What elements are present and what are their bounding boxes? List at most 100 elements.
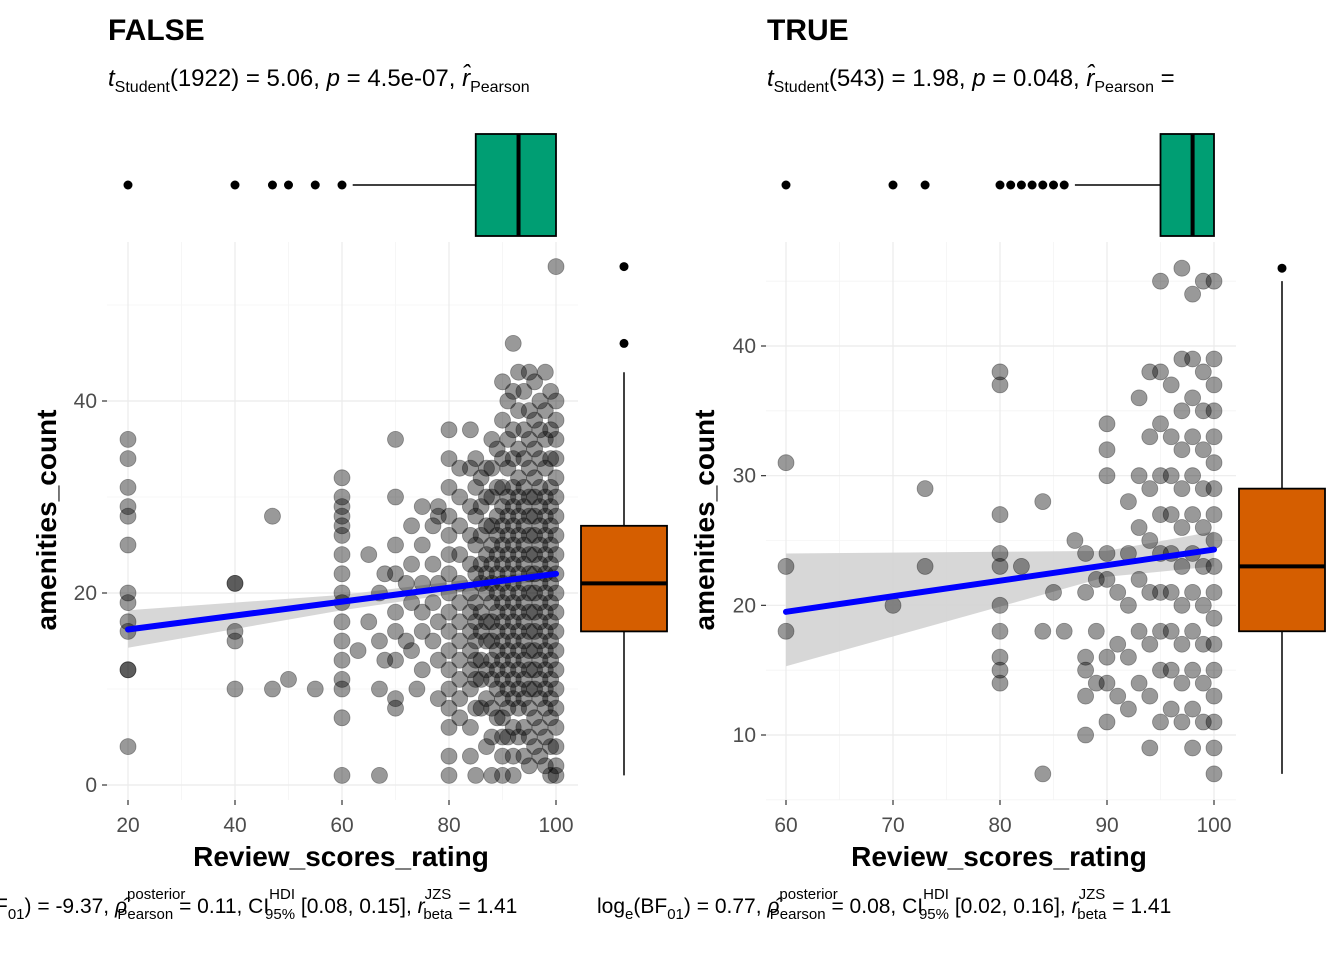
data-point bbox=[510, 469, 527, 487]
data-point bbox=[483, 555, 501, 573]
cap-r-sub: beta bbox=[1077, 906, 1107, 923]
data-point bbox=[488, 584, 506, 602]
data-point bbox=[547, 719, 565, 736]
data-point bbox=[526, 411, 543, 429]
y-box-outlier bbox=[619, 262, 629, 272]
data-point bbox=[1173, 441, 1191, 459]
data-point bbox=[1173, 674, 1191, 692]
data-point bbox=[1194, 674, 1212, 692]
data-point bbox=[413, 661, 431, 679]
x-box-outlier bbox=[1016, 180, 1026, 190]
data-point bbox=[526, 642, 543, 659]
data-point bbox=[504, 671, 522, 688]
data-point bbox=[360, 613, 378, 631]
svg-text:tStudent(543) = 1.98, p = 0.04: tStudent(543) = 1.98, p = 0.048, r̂Pears… bbox=[767, 64, 1175, 96]
data-point bbox=[483, 488, 501, 506]
data-point bbox=[226, 680, 244, 698]
data-point bbox=[531, 498, 549, 516]
data-point bbox=[504, 613, 522, 631]
data-point bbox=[515, 421, 533, 439]
data-point bbox=[280, 671, 297, 688]
data-point bbox=[1098, 713, 1116, 731]
data-point bbox=[526, 603, 543, 621]
data-point bbox=[119, 584, 137, 602]
data-point bbox=[515, 719, 533, 736]
data-point bbox=[1087, 674, 1105, 692]
data-point bbox=[467, 594, 485, 611]
data-point bbox=[387, 699, 404, 717]
data-point bbox=[440, 642, 458, 659]
data-point bbox=[1205, 687, 1223, 705]
data-point bbox=[461, 719, 479, 736]
data-point bbox=[1077, 687, 1094, 705]
data-point bbox=[371, 632, 388, 650]
data-point bbox=[547, 469, 565, 487]
data-point bbox=[536, 507, 554, 525]
data-point bbox=[483, 459, 501, 477]
data-point bbox=[1098, 441, 1116, 459]
data-point bbox=[371, 767, 388, 784]
data-point bbox=[515, 671, 533, 688]
data-point bbox=[376, 651, 394, 669]
data-point bbox=[494, 767, 511, 784]
cap-ci-val: [0.08, 0.15], bbox=[295, 895, 418, 918]
data-point bbox=[520, 488, 538, 506]
y-box bbox=[580, 524, 668, 633]
data-point bbox=[440, 450, 458, 468]
y-tick-label: 20 bbox=[74, 582, 97, 605]
data-point bbox=[515, 613, 533, 631]
data-point bbox=[1184, 622, 1201, 640]
data-point bbox=[510, 642, 527, 659]
data-point bbox=[472, 498, 490, 516]
svg-text:loge(BF01) = 0.77, ρ̂posterior: loge(BF01) = 0.77, ρ̂posterior Pearson = … bbox=[597, 886, 1171, 923]
data-point bbox=[526, 469, 543, 487]
data-point bbox=[536, 680, 554, 698]
data-point bbox=[1152, 661, 1169, 679]
data-point bbox=[467, 450, 485, 468]
data-point bbox=[504, 651, 522, 669]
x-box-outlier bbox=[123, 180, 133, 190]
data-point bbox=[467, 651, 485, 669]
data-point bbox=[1152, 467, 1169, 485]
cap-rho: ρ̂ bbox=[114, 895, 131, 918]
x-box-outlier bbox=[337, 180, 347, 190]
data-point bbox=[494, 450, 511, 468]
data-point bbox=[547, 642, 565, 659]
data-point bbox=[1120, 700, 1137, 718]
data-point bbox=[536, 699, 554, 717]
cap-bf: (BF bbox=[633, 895, 667, 918]
data-point bbox=[547, 680, 565, 698]
data-point bbox=[1109, 635, 1127, 653]
cap-ci-sub: 95% bbox=[919, 906, 949, 923]
data-point bbox=[526, 623, 543, 640]
data-point bbox=[504, 498, 522, 516]
data-point bbox=[504, 767, 522, 784]
data-point bbox=[1077, 726, 1094, 744]
data-point bbox=[1194, 635, 1212, 653]
data-point bbox=[488, 709, 506, 727]
data-point bbox=[536, 642, 554, 659]
data-point bbox=[536, 402, 554, 420]
data-point bbox=[478, 459, 495, 477]
data-point bbox=[520, 363, 538, 381]
data-point bbox=[504, 536, 522, 554]
data-point bbox=[1184, 467, 1201, 485]
data-point bbox=[510, 488, 527, 506]
data-point bbox=[119, 536, 137, 554]
data-point bbox=[499, 661, 517, 679]
data-point bbox=[510, 402, 527, 420]
data-point bbox=[1205, 402, 1223, 420]
data-point bbox=[526, 546, 543, 563]
data-point bbox=[461, 527, 479, 544]
data-point bbox=[991, 648, 1009, 666]
data-point bbox=[520, 402, 538, 420]
sub-r: r̂ bbox=[1086, 64, 1095, 92]
data-point bbox=[547, 767, 565, 784]
data-point bbox=[515, 498, 533, 516]
data-point bbox=[504, 594, 522, 611]
data-point bbox=[461, 555, 479, 573]
cap-ci-val: [0.02, 0.16], bbox=[949, 895, 1072, 918]
data-point bbox=[494, 747, 511, 765]
data-point bbox=[520, 584, 538, 602]
data-point bbox=[542, 594, 560, 611]
